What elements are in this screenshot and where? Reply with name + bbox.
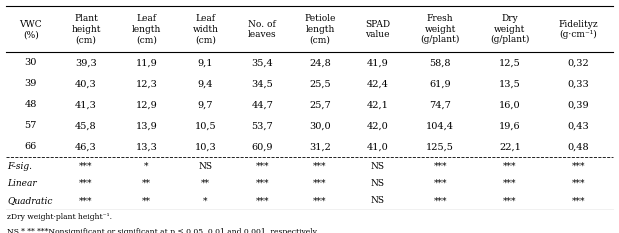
Text: ***: *** bbox=[313, 196, 327, 205]
Text: Leaf
length
(cm): Leaf length (cm) bbox=[132, 14, 161, 44]
Text: **: ** bbox=[142, 196, 151, 205]
Text: 30: 30 bbox=[25, 58, 37, 67]
Text: 0,33: 0,33 bbox=[568, 79, 589, 88]
Text: No. of
leaves: No. of leaves bbox=[248, 20, 277, 39]
Text: 46,3: 46,3 bbox=[75, 142, 97, 151]
Text: 125,5: 125,5 bbox=[426, 142, 454, 151]
Text: ***: *** bbox=[503, 196, 517, 205]
Text: 35,4: 35,4 bbox=[251, 58, 273, 67]
Text: 58,8: 58,8 bbox=[430, 58, 451, 67]
Text: ***: *** bbox=[433, 161, 447, 171]
Text: ***: *** bbox=[256, 161, 269, 171]
Text: 41,3: 41,3 bbox=[75, 100, 97, 110]
Text: ***: *** bbox=[256, 196, 269, 205]
Text: 39: 39 bbox=[25, 79, 37, 88]
Text: *: * bbox=[144, 161, 149, 171]
Text: ***: *** bbox=[433, 179, 447, 188]
Text: 45,8: 45,8 bbox=[75, 121, 97, 130]
Text: 40,3: 40,3 bbox=[75, 79, 97, 88]
Text: 53,7: 53,7 bbox=[251, 121, 273, 130]
Text: 42,0: 42,0 bbox=[367, 121, 389, 130]
Text: 30,0: 30,0 bbox=[309, 121, 331, 130]
Text: NS: NS bbox=[199, 161, 212, 171]
Text: Leaf
width
(cm): Leaf width (cm) bbox=[193, 14, 219, 44]
Text: ***: *** bbox=[79, 179, 93, 188]
Text: 11,9: 11,9 bbox=[136, 58, 157, 67]
Text: 10,5: 10,5 bbox=[195, 121, 216, 130]
Text: 31,2: 31,2 bbox=[309, 142, 331, 151]
Text: 0,32: 0,32 bbox=[568, 58, 589, 67]
Text: 42,4: 42,4 bbox=[367, 79, 389, 88]
Text: 16,0: 16,0 bbox=[499, 100, 521, 110]
Text: zDry weight·plant height⁻¹.: zDry weight·plant height⁻¹. bbox=[7, 213, 113, 221]
Text: **: ** bbox=[201, 179, 210, 188]
Text: 41,0: 41,0 bbox=[367, 142, 389, 151]
Text: 48: 48 bbox=[25, 100, 37, 110]
Text: **: ** bbox=[142, 179, 151, 188]
Text: NS,*,**,***Nonsignificant or significant at p ≤ 0.05, 0.01 and 0.001, respective: NS,*,**,***Nonsignificant or significant… bbox=[7, 228, 319, 233]
Text: Petiole
length
(cm): Petiole length (cm) bbox=[305, 14, 335, 44]
Text: Dry
weight
(g/plant): Dry weight (g/plant) bbox=[490, 14, 530, 44]
Text: 10,3: 10,3 bbox=[194, 142, 217, 151]
Text: 41,9: 41,9 bbox=[367, 58, 389, 67]
Text: 13,3: 13,3 bbox=[136, 142, 157, 151]
Text: 9,1: 9,1 bbox=[197, 58, 214, 67]
Text: NS: NS bbox=[371, 161, 385, 171]
Text: 12,9: 12,9 bbox=[136, 100, 157, 110]
Text: 12,3: 12,3 bbox=[136, 79, 157, 88]
Text: VWC
(%): VWC (%) bbox=[19, 20, 42, 39]
Text: ***: *** bbox=[256, 179, 269, 188]
Text: ***: *** bbox=[572, 161, 585, 171]
Text: 13,9: 13,9 bbox=[136, 121, 157, 130]
Text: ***: *** bbox=[79, 196, 93, 205]
Text: ***: *** bbox=[313, 179, 327, 188]
Text: 24,8: 24,8 bbox=[309, 58, 331, 67]
Text: SPAD
value: SPAD value bbox=[365, 20, 391, 39]
Text: NS: NS bbox=[371, 179, 385, 188]
Text: 42,1: 42,1 bbox=[367, 100, 389, 110]
Text: ***: *** bbox=[503, 161, 517, 171]
Text: Quadratic: Quadratic bbox=[7, 196, 53, 205]
Text: 25,5: 25,5 bbox=[309, 79, 331, 88]
Text: 9,7: 9,7 bbox=[197, 100, 214, 110]
Text: 61,9: 61,9 bbox=[430, 79, 451, 88]
Text: ***: *** bbox=[433, 196, 447, 205]
Text: 66: 66 bbox=[25, 142, 37, 151]
Text: 34,5: 34,5 bbox=[251, 79, 273, 88]
Text: F-sig.: F-sig. bbox=[7, 161, 32, 171]
Text: ***: *** bbox=[503, 179, 517, 188]
Text: ***: *** bbox=[572, 179, 585, 188]
Text: 0,43: 0,43 bbox=[568, 121, 589, 130]
Text: 44,7: 44,7 bbox=[251, 100, 273, 110]
Text: 12,5: 12,5 bbox=[499, 58, 521, 67]
Text: 9,4: 9,4 bbox=[197, 79, 214, 88]
Text: 19,6: 19,6 bbox=[499, 121, 521, 130]
Text: Linear: Linear bbox=[7, 179, 37, 188]
Text: 104,4: 104,4 bbox=[426, 121, 454, 130]
Text: 74,7: 74,7 bbox=[429, 100, 451, 110]
Text: NS: NS bbox=[371, 196, 385, 205]
Text: *: * bbox=[203, 196, 208, 205]
Text: 22,1: 22,1 bbox=[499, 142, 521, 151]
Text: 60,9: 60,9 bbox=[251, 142, 273, 151]
Text: 25,7: 25,7 bbox=[309, 100, 331, 110]
Text: Plant
height
(cm): Plant height (cm) bbox=[71, 14, 101, 44]
Text: 39,3: 39,3 bbox=[75, 58, 97, 67]
Text: 13,5: 13,5 bbox=[499, 79, 521, 88]
Text: 57: 57 bbox=[25, 121, 37, 130]
Text: ***: *** bbox=[572, 196, 585, 205]
Text: 0,48: 0,48 bbox=[568, 142, 589, 151]
Text: Fidelityz
(g·cm⁻¹): Fidelityz (g·cm⁻¹) bbox=[559, 20, 599, 39]
Text: Fresh
weight
(g/plant): Fresh weight (g/plant) bbox=[420, 14, 460, 44]
Text: ***: *** bbox=[79, 161, 93, 171]
Text: 0,39: 0,39 bbox=[568, 100, 589, 110]
Text: ***: *** bbox=[313, 161, 327, 171]
